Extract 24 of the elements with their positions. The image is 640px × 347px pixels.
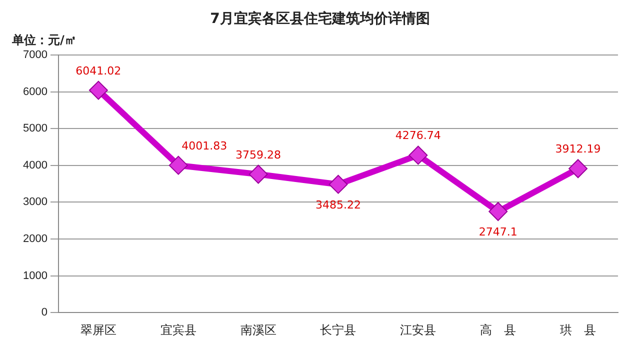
x-tick-label: 珙 县 (560, 323, 596, 338)
data-label: 4276.74 (395, 129, 441, 142)
y-tick-label: 5000 (22, 122, 48, 135)
y-tick-label: 6000 (22, 86, 48, 98)
data-label: 3759.28 (236, 148, 282, 162)
x-tick-label: 翠屏区 (80, 323, 116, 338)
x-tick-label: 长宁县 (320, 323, 356, 338)
y-axis-title: 单位：元/㎡ (12, 32, 76, 49)
data-label: 4001.83 (182, 139, 228, 152)
chart-title: 7月宜宾各区县住宅建筑均价详情图 (209, 10, 431, 28)
y-tick-label: 3000 (22, 196, 48, 208)
y-tick-label: 7000 (22, 49, 48, 62)
data-label: 3485.22 (315, 198, 361, 212)
data-label: 2747.1 (478, 226, 518, 239)
x-tick-label: 高 县 (480, 323, 516, 338)
y-tick-label: 2000 (22, 233, 48, 246)
y-tick-label: 1000 (22, 270, 48, 282)
y-tick-label: 4000 (22, 159, 48, 172)
data-label: 3912.19 (555, 142, 601, 156)
data-label: 6041.02 (76, 64, 122, 78)
x-tick-label: 江安县 (400, 323, 436, 338)
x-tick-label: 宜宾县 (160, 323, 196, 338)
x-tick-label: 南溪区 (240, 323, 276, 338)
y-tick-label: 0 (41, 306, 48, 319)
